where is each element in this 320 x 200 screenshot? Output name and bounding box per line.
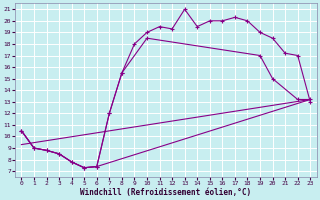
X-axis label: Windchill (Refroidissement éolien,°C): Windchill (Refroidissement éolien,°C) (80, 188, 252, 197)
